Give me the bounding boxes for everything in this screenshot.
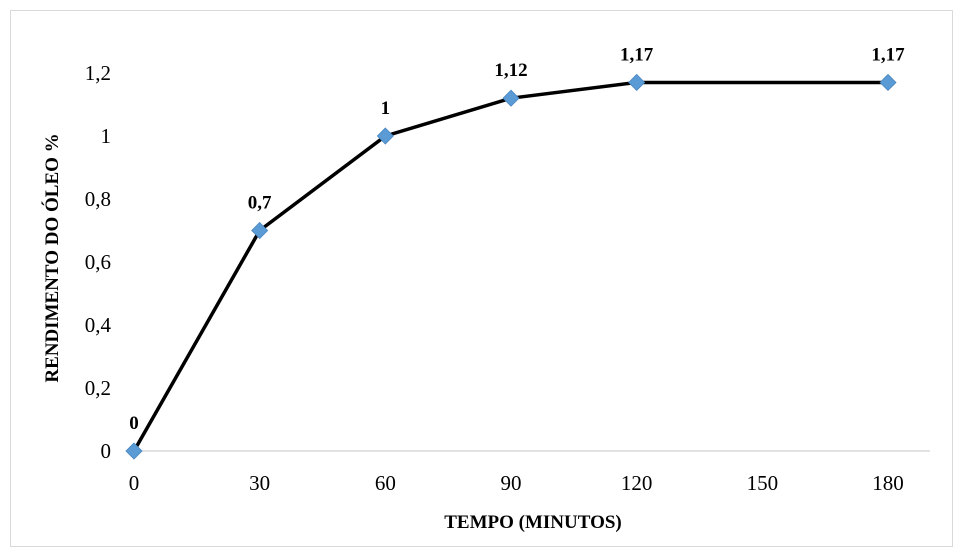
y-tick-label: 1,2 <box>85 61 111 85</box>
data-label: 1 <box>381 98 391 119</box>
chart-frame <box>10 10 953 547</box>
y-tick-label: 0,4 <box>85 313 112 337</box>
data-point-marker <box>125 442 143 460</box>
y-tick-label: 0,6 <box>85 250 111 274</box>
x-tick-label: 90 <box>501 471 522 495</box>
y-axis-tick-labels: 0 0,2 0,4 0,6 0,8 1 1,2 <box>85 61 112 463</box>
data-label: 0,7 <box>248 193 272 214</box>
series-line <box>132 80 888 452</box>
x-tick-label: 0 <box>129 471 140 495</box>
data-labels: 0 0,7 1 1,12 1,17 1,17 <box>129 44 905 434</box>
data-point-marker <box>251 221 269 240</box>
y-tick-label: 0,2 <box>85 376 111 400</box>
data-markers <box>125 73 897 460</box>
data-label: 1,17 <box>620 44 654 65</box>
x-axis-title: TEMPO (MINUTOS) <box>444 512 622 533</box>
data-point-marker <box>628 73 646 92</box>
x-tick-label: 30 <box>249 471 270 495</box>
y-tick-label: 0 <box>101 439 112 463</box>
x-tick-label: 120 <box>621 471 653 495</box>
data-label: 0 <box>129 413 139 434</box>
y-tick-label: 1 <box>101 124 112 148</box>
data-point-marker <box>502 89 520 107</box>
y-tick-label: 0,8 <box>85 187 111 211</box>
x-tick-label: 150 <box>747 471 779 495</box>
x-tick-label: 180 <box>872 471 904 495</box>
data-label: 1,17 <box>871 44 905 65</box>
x-tick-label: 60 <box>375 471 396 495</box>
series-line-group <box>132 80 888 452</box>
data-label: 1,12 <box>494 60 527 81</box>
x-axis: 0 30 60 90 120 150 180 <box>129 450 930 495</box>
data-point-marker <box>376 127 394 145</box>
data-point-marker <box>879 73 897 92</box>
y-axis-title: RENDIMENTO DO ÓLEO % <box>41 133 63 382</box>
